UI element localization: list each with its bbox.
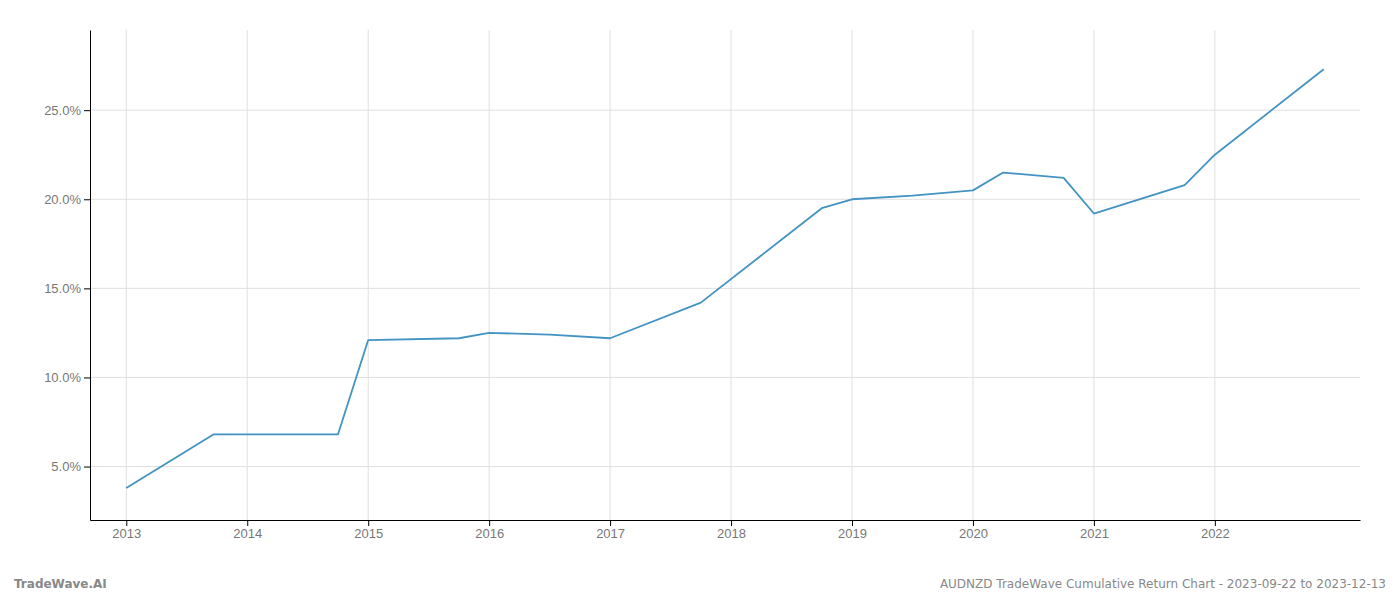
tick-mark <box>84 467 90 468</box>
tick-label: 2020 <box>959 526 988 541</box>
tick-label: 2013 <box>112 526 141 541</box>
grid-line-y <box>90 199 1360 200</box>
tick-mark <box>1094 520 1095 526</box>
grid <box>90 30 1360 520</box>
x-axis: 2013 2014 2015 2016 2017 2018 2019 2020 2021 2022 <box>91 520 1361 541</box>
grid-line-x <box>972 30 973 520</box>
tick-label: 25.0% <box>44 103 81 118</box>
tick-mark <box>84 110 90 111</box>
grid-line-x <box>247 30 248 520</box>
tick: 2018 <box>717 520 746 541</box>
tick-mark <box>489 520 490 526</box>
tick-label: 2016 <box>475 526 504 541</box>
tick-mark <box>84 199 90 200</box>
grid-line-x <box>1093 30 1094 520</box>
tick-mark <box>1215 520 1216 526</box>
tick: 2014 <box>233 520 262 541</box>
tick: 2020 <box>959 520 988 541</box>
y-axis: 5.0% 10.0% 15.0% 20.0% 25.0% <box>44 31 90 521</box>
tick-label: 5.0% <box>51 459 81 474</box>
grid-line-x <box>1214 30 1215 520</box>
tick-label: 15.0% <box>44 281 81 296</box>
tick-label: 2015 <box>354 526 383 541</box>
tick: 2016 <box>475 520 504 541</box>
tick: 2013 <box>112 520 141 541</box>
footer-left: TradeWave.AI <box>14 577 107 591</box>
data-line <box>126 69 1323 488</box>
marks <box>126 69 1323 488</box>
tick: 5.0% <box>51 459 90 474</box>
plot-area: 2013 2014 2015 2016 2017 2018 2019 2020 2021 2022… <box>44 30 1360 541</box>
grid-line-y <box>90 377 1360 378</box>
grid-line-y <box>90 466 1360 467</box>
grid-line-x <box>852 30 853 520</box>
tick-label: 2017 <box>596 526 625 541</box>
axis-line <box>91 520 1361 521</box>
tick: 2015 <box>354 520 383 541</box>
tick-label: 2014 <box>233 526 262 541</box>
chart-container: 2013 2014 2015 2016 2017 2018 2019 2020 2021 2022… <box>0 0 1400 600</box>
grid-line-x <box>489 30 490 520</box>
tick-mark <box>973 520 974 526</box>
tick-label: 20.0% <box>44 192 81 207</box>
tick-mark <box>126 520 127 526</box>
grid-line-x <box>368 30 369 520</box>
chart-svg: 2013 2014 2015 2016 2017 2018 2019 2020 2021 2022… <box>0 0 1400 600</box>
tick-label: 2021 <box>1080 526 1109 541</box>
tick-mark <box>247 520 248 526</box>
tick-mark <box>731 520 732 526</box>
tick-label: 2019 <box>838 526 867 541</box>
tick: 25.0% <box>44 103 90 118</box>
tick: 2021 <box>1080 520 1109 541</box>
grid-line-x <box>126 30 127 520</box>
grid-line-y <box>90 288 1360 289</box>
axis-line <box>90 31 91 521</box>
footer: TradeWave.AI AUDNZD TradeWave Cumulative … <box>14 577 1386 591</box>
tick-mark <box>84 288 90 289</box>
tick: 20.0% <box>44 192 90 207</box>
tick-mark <box>84 377 90 378</box>
tick-mark <box>852 520 853 526</box>
tick-label: 2018 <box>717 526 746 541</box>
tick: 2017 <box>596 520 625 541</box>
tick-mark <box>610 520 611 526</box>
grid-line-x <box>610 30 611 520</box>
tick-label: 2022 <box>1201 526 1230 541</box>
tick-label: 10.0% <box>44 370 81 385</box>
grid-line-x <box>731 30 732 520</box>
tick: 10.0% <box>44 370 90 385</box>
tick-mark <box>368 520 369 526</box>
tick: 2022 <box>1201 520 1230 541</box>
grid-line-y <box>90 110 1360 111</box>
footer-right: AUDNZD TradeWave Cumulative Return Chart… <box>940 577 1386 591</box>
tick: 15.0% <box>44 281 90 296</box>
tick: 2019 <box>838 520 867 541</box>
